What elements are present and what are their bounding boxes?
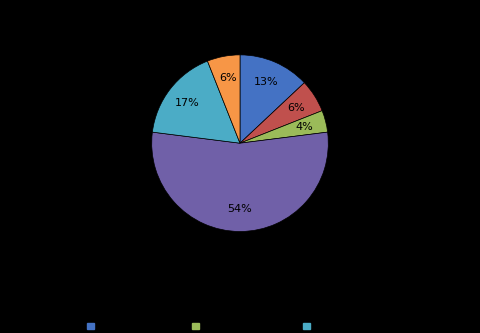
Text: 54%: 54%	[228, 204, 252, 214]
Wedge shape	[152, 61, 240, 143]
Text: 17%: 17%	[175, 98, 200, 108]
Wedge shape	[240, 83, 322, 143]
Wedge shape	[240, 55, 304, 143]
Text: 6%: 6%	[287, 103, 305, 113]
Legend: Wages & Salaries, Employee Benefits, Operating Expenses, Safety Net, Grants & Su: Wages & Salaries, Employee Benefits, Ope…	[85, 320, 395, 333]
Wedge shape	[207, 55, 240, 143]
Text: 13%: 13%	[254, 77, 278, 87]
Wedge shape	[152, 132, 328, 231]
Text: 6%: 6%	[219, 73, 237, 83]
Wedge shape	[240, 111, 328, 143]
Text: 4%: 4%	[295, 122, 313, 132]
